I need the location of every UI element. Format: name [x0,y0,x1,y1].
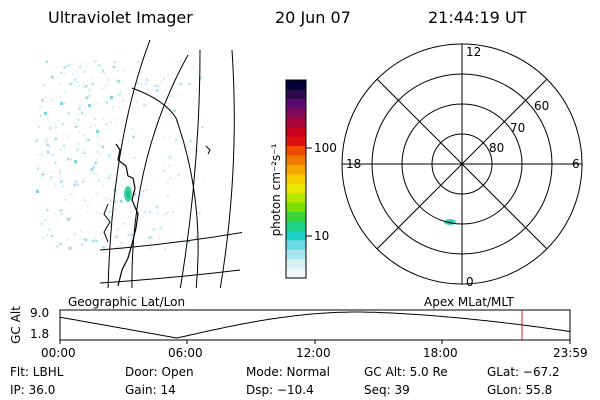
geographic-image-panel [35,40,242,288]
mlat-ring-label-80: 80 [489,141,505,155]
colorbar-tick-100: 100 [314,141,337,155]
mlat-ring-label-70: 70 [510,121,526,135]
uv-emission-speckle [35,60,206,251]
time-tick-1800: 18:00 [423,346,458,360]
polar-mlat-mlt-plot [341,43,583,285]
glon-info: GLon: 55.8 [487,383,553,397]
apex-caption: Apex MLat/MLT [424,295,514,309]
coastline [115,143,139,287]
colorbar-unit-label: photon cm⁻²s⁻¹ [269,143,283,237]
mlt-label-6: 6 [572,157,580,171]
time-tick-2359: 23:59 [553,346,588,360]
mlt-label-12: 12 [466,45,482,59]
door-info: Door: Open [125,365,194,379]
time-tick-0000: 00:00 [41,346,76,360]
lat-lon-grid [99,40,242,288]
time-tick-0600: 06:00 [168,346,203,360]
mlt-label-0: 0 [466,275,474,289]
gc-alt-info: GC Alt: 5.0 Re [364,365,448,379]
altitude-tick-min: 1.8 [30,327,50,341]
altitude-curve [59,311,571,339]
seq-info: Seq: 39 [364,383,410,397]
colorbar-tick-10: 10 [314,229,330,243]
gain-info: Gain: 14 [125,383,176,397]
mode-info: Mode: Normal [246,365,330,379]
glat-info: GLat: −67.2 [487,365,560,379]
image-time: 21:44:19 UT [428,8,527,27]
dsp-info: Dsp: −10.4 [246,383,314,397]
mlt-label-18: 18 [346,157,362,171]
geographic-caption: Geographic Lat/Lon [68,295,186,309]
filter-info: Flt: LBHL [10,365,64,379]
colorbar [285,79,312,279]
time-tick-1200: 12:00 [296,346,331,360]
altitude-plot [59,309,571,344]
ip-info: IP: 36.0 [10,383,56,397]
instrument-title: Ultraviolet Imager [48,8,193,27]
altitude-axis-label: GC Alt [9,306,23,344]
altitude-tick-max: 9.0 [30,306,50,320]
image-date: 20 Jun 07 [275,8,351,27]
mlat-ring-label-60: 60 [534,99,550,113]
